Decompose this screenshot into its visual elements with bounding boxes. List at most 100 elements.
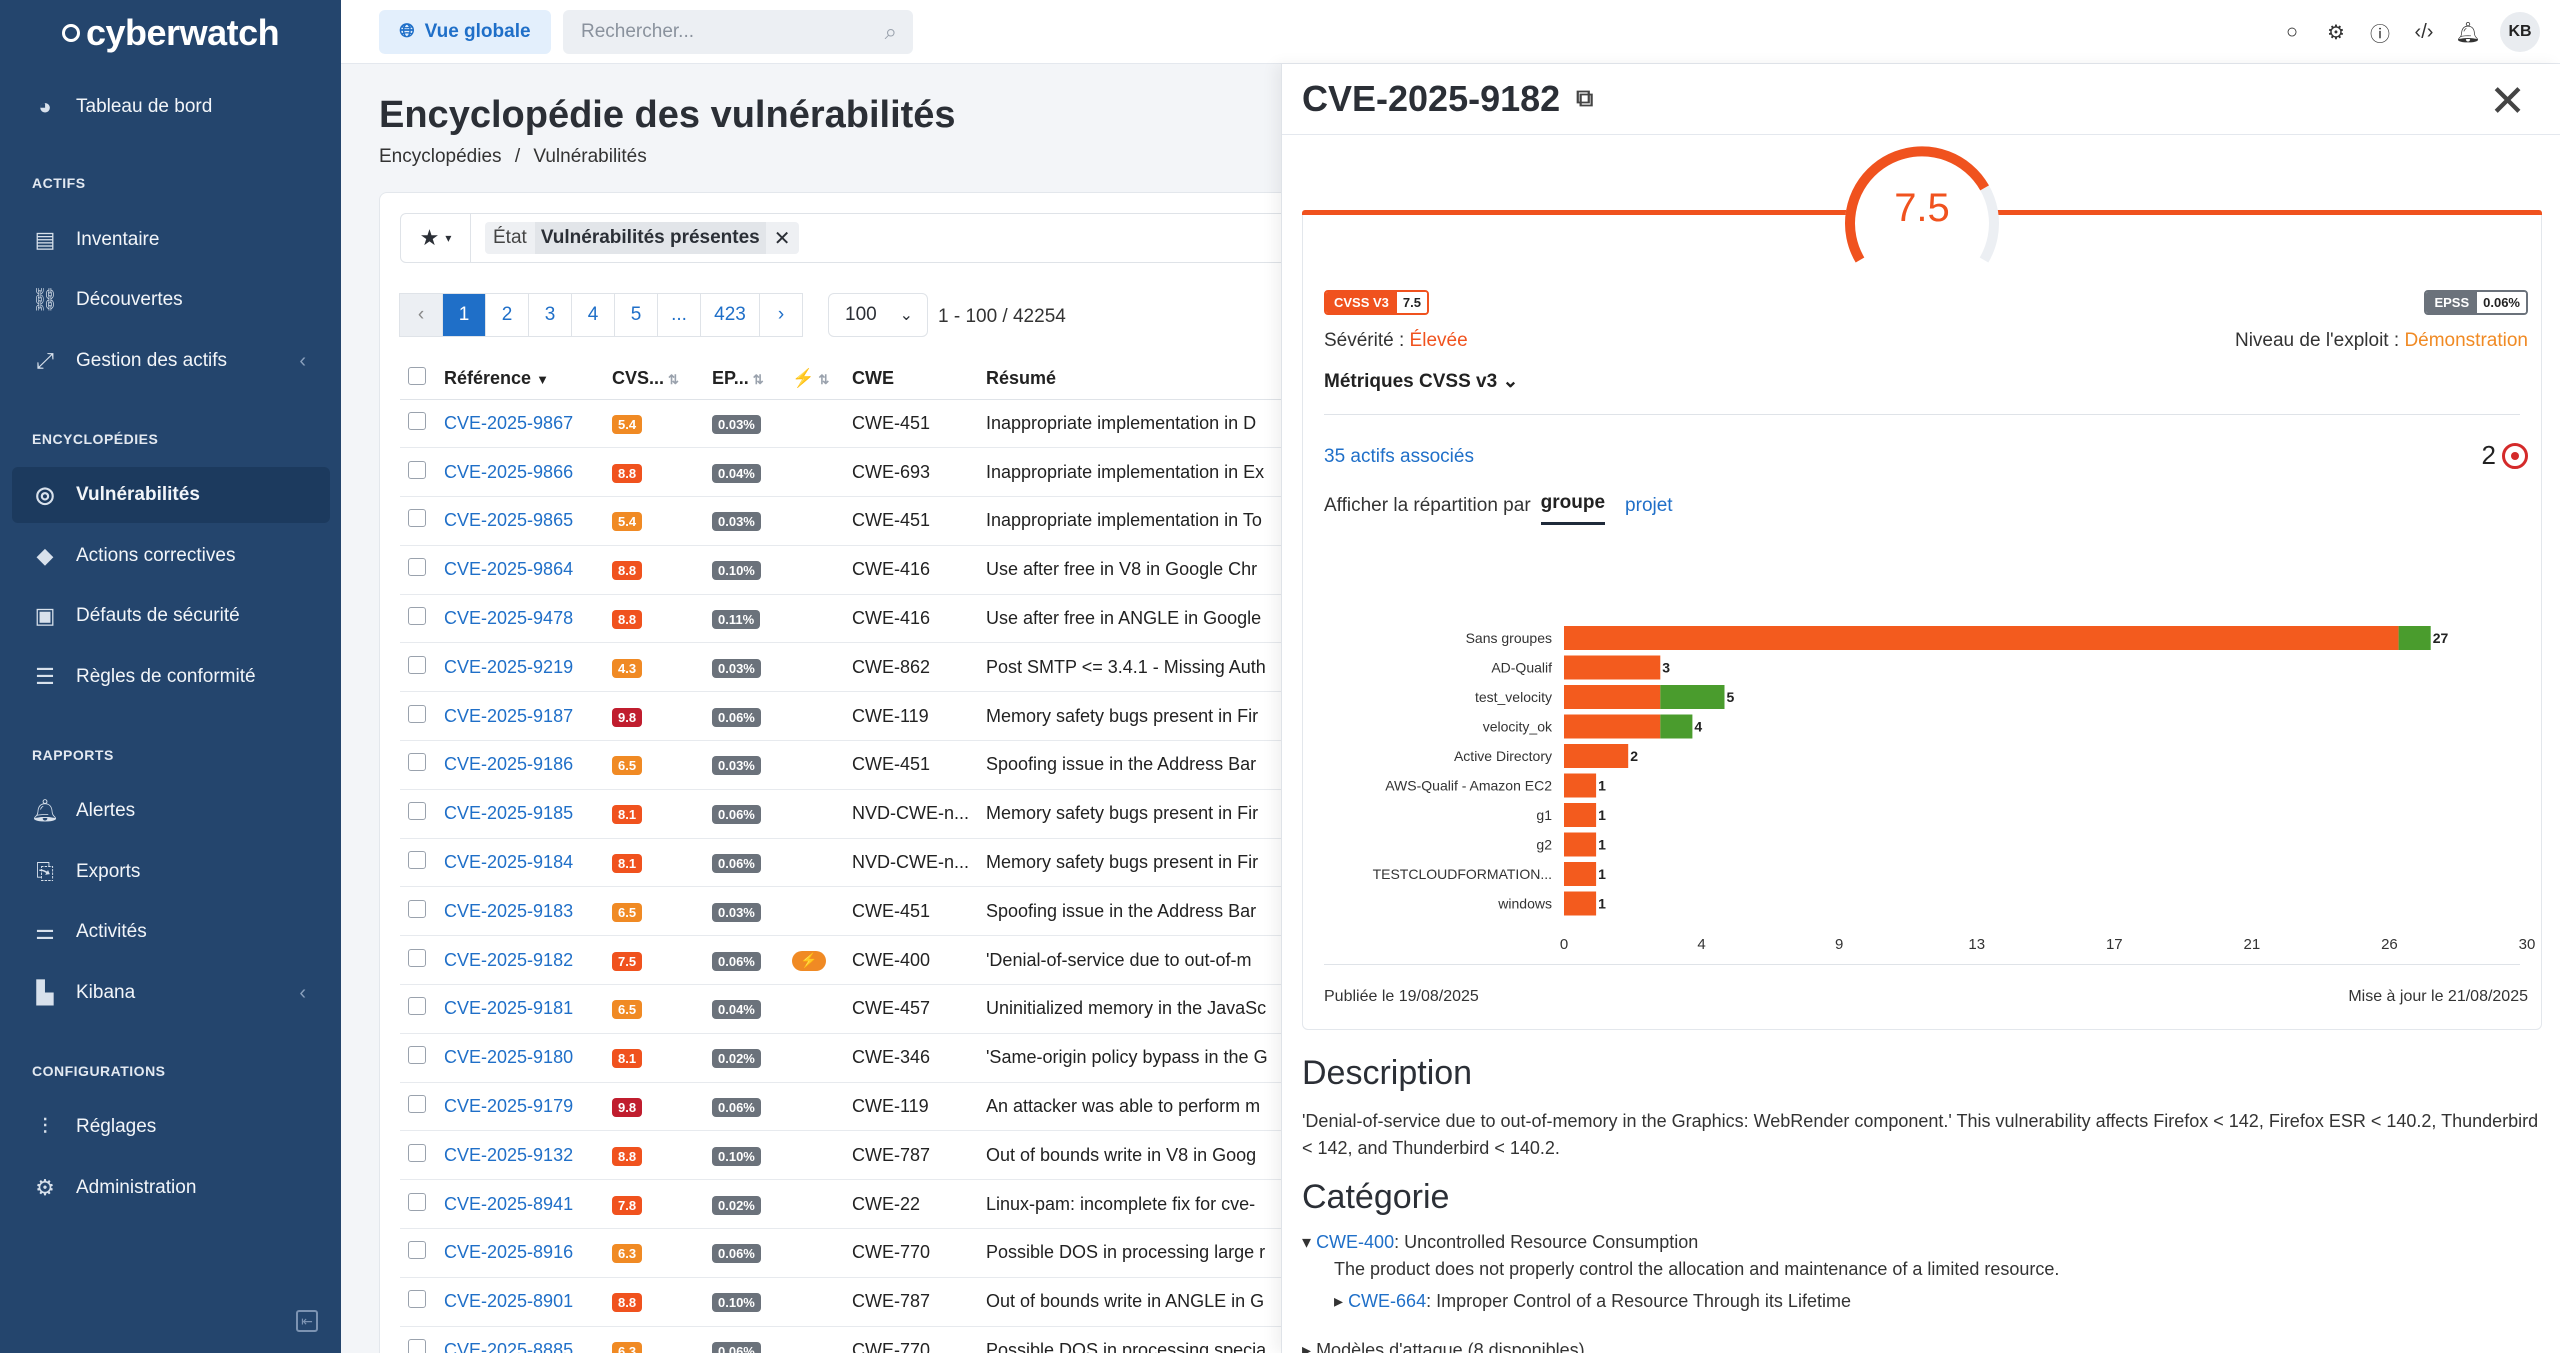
sidebar-item-exports[interactable]: ⎘ Exports bbox=[12, 844, 330, 900]
cve-link[interactable]: CVE-2025-9182 bbox=[444, 949, 574, 970]
cve-link[interactable]: CVE-2025-9184 bbox=[444, 852, 574, 873]
row-checkbox[interactable] bbox=[408, 655, 426, 674]
sidebar-item-reglages[interactable]: ⫶ Réglages bbox=[12, 1099, 330, 1155]
bar-segment[interactable] bbox=[1564, 862, 1597, 886]
row-checkbox[interactable] bbox=[408, 1290, 426, 1309]
tab-projet[interactable]: projet bbox=[1625, 495, 1673, 516]
bar-segment[interactable] bbox=[1564, 655, 1661, 680]
caret-right-icon[interactable]: ▸ bbox=[1334, 1291, 1344, 1311]
sidebar-item-gestion-des-actifs[interactable]: ⤢ Gestion des actifs ‹ bbox=[12, 333, 330, 389]
row-checkbox[interactable] bbox=[408, 1241, 426, 1260]
sidebar-item-vulnerabilites[interactable]: ◎ Vulnérabilités bbox=[12, 467, 330, 523]
table-row[interactable]: CVE-2025-8916 6.3 0.06% CWE-770 Possible… bbox=[400, 1228, 1296, 1278]
sidebar-item-tableau-de-bord[interactable]: ◕ Tableau de bord bbox=[12, 79, 330, 135]
avatar[interactable]: KB bbox=[2500, 12, 2540, 52]
table-row[interactable]: CVE-2025-9186 6.5 0.03% CWE-451 Spoofing… bbox=[400, 740, 1296, 790]
row-checkbox[interactable] bbox=[408, 607, 426, 626]
bell-icon[interactable]: 🔔︎ bbox=[2455, 21, 2481, 44]
row-checkbox[interactable] bbox=[408, 899, 426, 918]
select-all-checkbox[interactable] bbox=[408, 367, 426, 386]
remove-filter-icon[interactable]: ✕ bbox=[773, 227, 791, 250]
favorites-button[interactable]: ★ ▾ bbox=[401, 214, 471, 262]
table-row[interactable]: CVE-2025-9187 9.8 0.06% CWE-119 Memory s… bbox=[400, 691, 1296, 742]
row-checkbox[interactable] bbox=[408, 411, 426, 430]
cve-link[interactable]: CVE-2025-8941 bbox=[444, 1193, 574, 1214]
page-prev[interactable]: ‹ bbox=[399, 293, 443, 337]
help-icon[interactable]: ⓘ bbox=[2370, 23, 2390, 46]
cve-link[interactable]: CVE-2025-9179 bbox=[444, 1096, 574, 1117]
row-checkbox[interactable] bbox=[408, 802, 426, 821]
table-row[interactable]: CVE-2025-9867 5.4 0.03% CWE-451 Inapprop… bbox=[400, 399, 1296, 449]
per-page-select[interactable]: 100 ⌄ bbox=[828, 293, 928, 337]
table-row[interactable]: CVE-2025-9185 8.1 0.06% NVD-CWE-n... Mem… bbox=[400, 789, 1296, 839]
cve-link[interactable]: CVE-2025-9187 bbox=[444, 705, 574, 726]
row-checkbox[interactable] bbox=[408, 704, 426, 723]
sidebar-item-inventaire[interactable]: ▤ Inventaire bbox=[12, 212, 330, 268]
row-checkbox[interactable] bbox=[408, 1095, 426, 1114]
sidebar-item-defauts-de-securite[interactable]: ▣ Défauts de sécurité bbox=[12, 588, 330, 644]
table-row[interactable]: CVE-2025-8941 7.8 0.02% CWE-22 Linux-pam… bbox=[400, 1179, 1296, 1230]
bar-segment[interactable] bbox=[1564, 891, 1597, 916]
cve-link[interactable]: CVE-2025-8916 bbox=[444, 1242, 574, 1263]
page-423[interactable]: 423 bbox=[700, 293, 760, 337]
circle-icon[interactable]: ○ bbox=[2285, 20, 2299, 43]
close-icon[interactable]: ✕ bbox=[2489, 77, 2526, 126]
row-checkbox[interactable] bbox=[408, 851, 426, 870]
bar-segment[interactable] bbox=[1564, 714, 1661, 739]
table-row[interactable]: CVE-2025-9219 4.3 0.03% CWE-862 Post SMT… bbox=[400, 642, 1296, 693]
tab-groupe[interactable]: groupe bbox=[1540, 492, 1606, 525]
row-checkbox[interactable] bbox=[408, 997, 426, 1016]
table-row[interactable]: CVE-2025-9865 5.4 0.03% CWE-451 Inapprop… bbox=[400, 496, 1296, 546]
table-row[interactable]: CVE-2025-9184 8.1 0.06% NVD-CWE-n... Mem… bbox=[400, 838, 1296, 888]
col-reference[interactable]: Référence ▼ bbox=[444, 359, 612, 400]
cwe-664-link[interactable]: CWE-664 bbox=[1348, 1291, 1427, 1311]
cwe-400-link[interactable]: CWE-400 bbox=[1316, 1232, 1395, 1252]
table-row[interactable]: CVE-2025-9866 8.8 0.04% CWE-693 Inapprop… bbox=[400, 447, 1296, 498]
cve-link[interactable]: CVE-2025-9864 bbox=[444, 559, 574, 580]
page-next[interactable]: › bbox=[759, 293, 803, 337]
caret-down-icon[interactable]: ▾ bbox=[1302, 1232, 1312, 1252]
row-checkbox[interactable] bbox=[408, 509, 426, 528]
table-row[interactable]: CVE-2025-9180 8.1 0.02% CWE-346 'Same-or… bbox=[400, 1033, 1296, 1083]
bar-segment[interactable] bbox=[1564, 685, 1661, 709]
sidebar-item-administration[interactable]: ⚙ Administration bbox=[12, 1160, 330, 1216]
bar-segment[interactable] bbox=[1564, 626, 2399, 650]
cve-link[interactable]: CVE-2025-8901 bbox=[444, 1291, 574, 1312]
sidebar-item-alertes[interactable]: 🔔︎ Alertes bbox=[12, 783, 330, 839]
cve-link[interactable]: CVE-2025-9866 bbox=[444, 461, 574, 482]
filter-chip-etat[interactable]: État Vulnérabilités présentes ✕ bbox=[485, 222, 799, 254]
collapse-sidebar-icon[interactable]: ⇤ bbox=[296, 1310, 318, 1332]
cve-link[interactable]: CVE-2025-9867 bbox=[444, 412, 574, 433]
cve-link[interactable]: CVE-2025-9186 bbox=[444, 754, 574, 775]
table-row[interactable]: CVE-2025-9179 9.8 0.06% CWE-119 An attac… bbox=[400, 1082, 1296, 1132]
breadcrumb-encyclopedies[interactable]: Encyclopédies bbox=[379, 146, 502, 167]
bar-segment[interactable] bbox=[1660, 714, 1693, 739]
gear-icon[interactable]: ⚙ bbox=[2327, 21, 2345, 44]
cve-link[interactable]: CVE-2025-9181 bbox=[444, 998, 574, 1019]
cve-link[interactable]: CVE-2025-8885 bbox=[444, 1340, 574, 1353]
row-checkbox[interactable] bbox=[408, 1192, 426, 1211]
attack-patterns-toggle[interactable]: ▸ Modèles d'attaque (8 disponibles) bbox=[1302, 1340, 1585, 1353]
sidebar-item-actions-correctives[interactable]: ◆ Actions correctives bbox=[12, 528, 330, 584]
bar-segment[interactable] bbox=[1660, 685, 1725, 709]
row-checkbox[interactable] bbox=[408, 753, 426, 772]
cve-link[interactable]: CVE-2025-9132 bbox=[444, 1144, 574, 1165]
row-checkbox[interactable] bbox=[408, 558, 426, 577]
sidebar-item-kibana[interactable]: ▙ Kibana ‹ bbox=[12, 965, 330, 1021]
table-row[interactable]: CVE-2025-9864 8.8 0.10% CWE-416 Use afte… bbox=[400, 545, 1296, 595]
row-checkbox[interactable] bbox=[408, 1339, 426, 1353]
bar-segment[interactable] bbox=[1564, 744, 1629, 768]
code-icon[interactable]: ‹/› bbox=[2414, 20, 2434, 43]
page-3[interactable]: 3 bbox=[528, 293, 572, 337]
cve-link[interactable]: CVE-2025-9180 bbox=[444, 1047, 574, 1068]
page-1[interactable]: 1 bbox=[442, 293, 486, 337]
col-exploit[interactable]: ⚡ ⇅ bbox=[792, 359, 852, 400]
table-row[interactable]: CVE-2025-8885 6.3 0.06% CWE-770 Possible… bbox=[400, 1326, 1296, 1353]
row-checkbox[interactable] bbox=[408, 1143, 426, 1162]
cve-link[interactable]: CVE-2025-9183 bbox=[444, 900, 574, 921]
cyberwatch-logo[interactable]: cyberwatch bbox=[62, 12, 280, 54]
bar-segment[interactable] bbox=[2398, 626, 2431, 650]
bar-segment[interactable] bbox=[1564, 832, 1597, 857]
table-row[interactable]: CVE-2025-9181 6.5 0.04% CWE-457 Uninitia… bbox=[400, 984, 1296, 1034]
search-input[interactable]: Rechercher... ⌕ bbox=[563, 10, 913, 54]
